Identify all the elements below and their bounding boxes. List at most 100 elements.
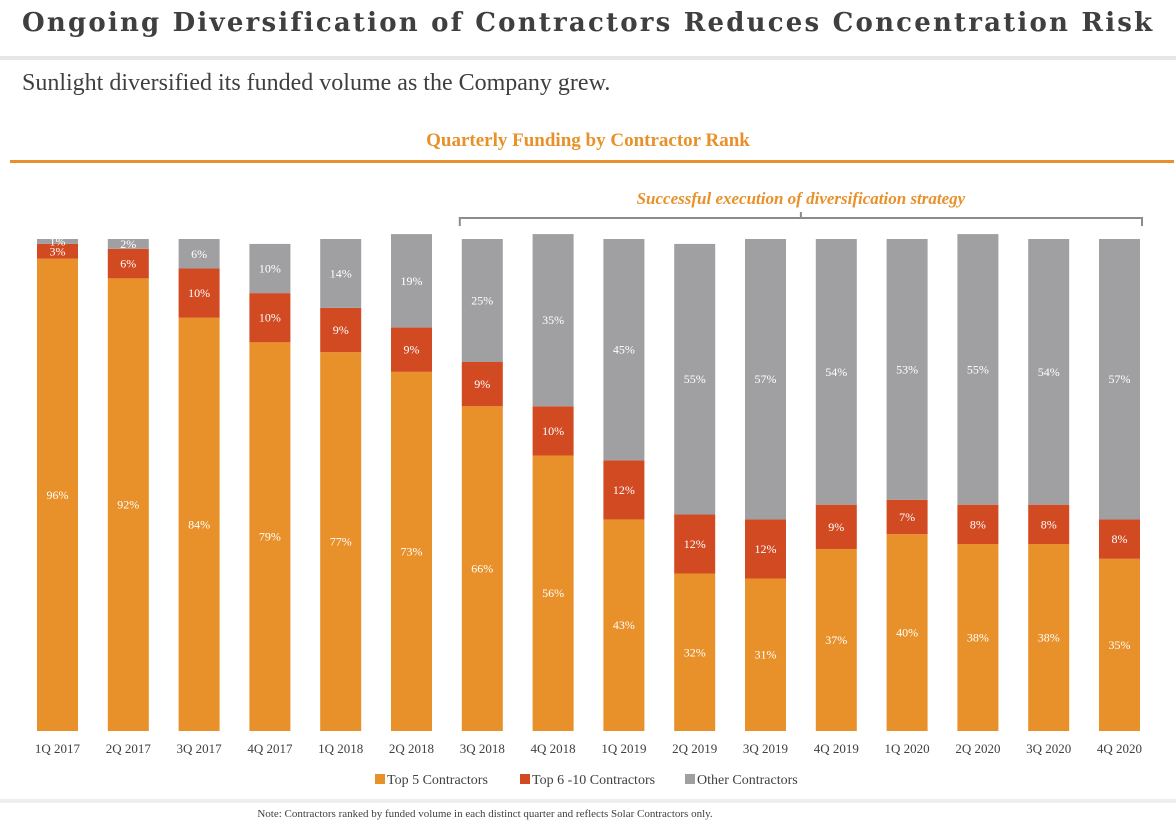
bar-data-label: 31% [755,648,777,662]
bar-segment-other [391,234,432,328]
legend-swatch-top5 [375,774,385,784]
bar-data-label: 6% [191,247,207,261]
bar-segment-top6-10 [1099,519,1140,559]
bar-segment-other [249,243,291,294]
bar-segment-top6-10 [674,514,716,574]
bar-data-label: 37% [825,633,847,647]
bar-segment-other [1099,239,1140,520]
bar-segment-top5 [107,278,149,731]
legend-swatch-other [685,774,695,784]
bar-data-label: 55% [967,362,989,376]
bar-data-label: 12% [613,483,635,497]
x-tick-label: 3Q 2019 [743,741,788,756]
bar-data-label: 7% [899,510,915,524]
bar-segment-top6-10 [107,248,149,279]
bar-segment-top5 [886,534,928,731]
bar-data-label: 8% [970,517,986,531]
bar-data-label: 35% [542,313,564,327]
bar-data-label: 54% [825,365,847,379]
footnote: Note: Contractors ranked by funded volum… [257,808,713,820]
bar-segment-other [178,239,220,269]
x-tick-label: 4Q 2018 [531,741,576,756]
bar-data-label: 66% [471,562,493,576]
bar-data-label: 9% [404,343,420,357]
bar-segment-top5 [603,519,645,731]
bar-segment-other [745,239,786,520]
bar-data-label: 12% [684,537,706,551]
bar-data-label: 10% [259,311,281,325]
bar-data-label: 38% [1038,631,1060,645]
bar-segment-other [957,234,999,505]
bar-data-label: 57% [755,372,777,386]
bar-data-label: 38% [967,631,989,645]
bar-segment-top5 [745,578,786,731]
bar-data-label: 54% [1038,365,1060,379]
bar-segment-other [1028,239,1070,505]
bar-segment-other [886,239,928,500]
chart-title: Quarterly Funding by Contractor Rank [426,130,750,151]
bar-data-label: 77% [330,535,352,549]
bar-segment-top5 [957,544,999,731]
bar-segment-top5 [674,573,716,731]
bar-segment-top6-10 [815,504,857,549]
bar-segment-top5 [391,371,432,731]
bar-data-label: 3% [50,244,66,258]
bar-data-label: 10% [259,262,281,276]
bar-data-label: 96% [47,488,69,502]
title-divider [0,56,1176,60]
x-tick-label: 4Q 2017 [247,741,293,756]
page-title: Ongoing Diversification of Contractors R… [22,8,1155,38]
bar-data-label: 9% [474,377,490,391]
bar-segment-top6-10 [1028,504,1070,545]
bar-data-label: 12% [755,542,777,556]
legend-item-label: Top 6 -10 Contractors [532,773,655,788]
bar-segment-other [674,243,716,515]
bar-data-label: 6% [120,257,136,271]
bar-segment-top5 [37,258,78,731]
bar-data-label: 9% [333,323,349,337]
bar-segment-other [37,239,78,244]
bar-segment-top6-10 [249,293,291,343]
bar-data-label: 79% [259,530,281,544]
x-tick-label: 4Q 2020 [1097,741,1142,756]
bar-data-label: 84% [188,517,210,531]
bar-segment-top6-10 [957,504,999,545]
bar-data-label: 25% [471,294,493,308]
bar-segment-top6-10 [603,460,645,520]
bar-segment-top6-10 [745,519,786,579]
legend-item-label: Top 5 Contractors [387,773,488,788]
bar-data-label: 40% [896,626,918,640]
x-tick-label: 1Q 2018 [318,741,363,756]
x-tick-label: 3Q 2020 [1026,741,1071,756]
x-tick-label: 2Q 2020 [955,741,1000,756]
bar-data-label: 19% [401,274,423,288]
x-tick-label: 2Q 2018 [389,741,434,756]
page-subtitle: Sunlight diversified its funded volume a… [22,70,611,96]
x-tick-label: 3Q 2017 [177,741,223,756]
bar-data-label: 2% [120,237,136,251]
bar-segment-other [320,239,362,308]
annotation-bracket [458,212,1143,226]
bar-segment-top6-10 [391,327,432,372]
x-tick-label: 2Q 2019 [672,741,717,756]
bar-segment-top5 [249,342,291,731]
x-tick-label: 1Q 2020 [885,741,930,756]
bar-data-label: 73% [401,544,423,558]
bar-segment-top6-10 [461,362,503,407]
bar-data-label: 10% [542,424,564,438]
bar-segment-top6-10 [320,307,362,353]
bar-data-label: 43% [613,618,635,632]
x-tick-label: 4Q 2019 [814,741,859,756]
bar-data-label: 53% [896,362,918,376]
bar-data-label: 8% [1112,532,1128,546]
bar-segment-top5 [815,548,857,731]
bar-data-label: 8% [1041,517,1057,531]
bar-segment-top5 [178,317,220,731]
bar-segment-top5 [461,406,503,731]
bar-data-label: 57% [1109,372,1131,386]
bar-segment-other [603,239,645,461]
x-tick-label: 2Q 2017 [106,741,152,756]
bar-segment-top6-10 [532,406,574,456]
bar-segment-other [532,234,574,407]
bar-data-label: 92% [117,498,139,512]
